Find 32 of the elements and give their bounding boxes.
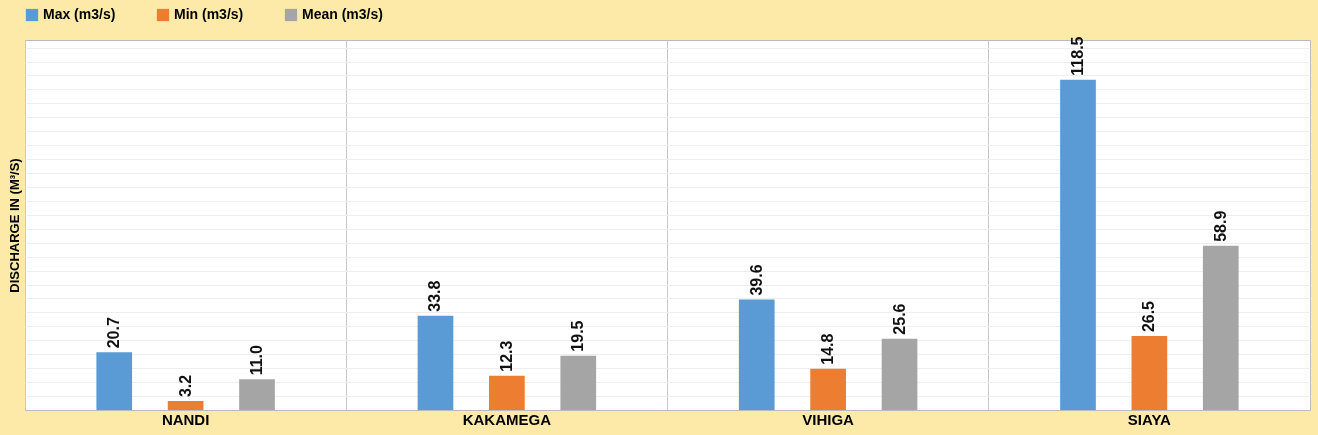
data-label: 58.9 bbox=[1211, 210, 1229, 242]
legend-label: Mean (m3/s) bbox=[302, 6, 383, 22]
x-tick-label: KAKAMEGA bbox=[462, 410, 552, 428]
bar bbox=[239, 379, 275, 410]
bar bbox=[810, 368, 846, 410]
bar bbox=[417, 315, 454, 410]
data-label: 14.8 bbox=[819, 333, 837, 365]
legend-label: Min (m3/s) bbox=[174, 6, 244, 22]
x-tick-label: VIHIGA bbox=[802, 410, 855, 428]
data-label: 26.5 bbox=[1140, 300, 1158, 333]
data-label: 20.7 bbox=[105, 317, 123, 349]
bar bbox=[96, 352, 133, 410]
bar bbox=[489, 375, 525, 410]
data-label: 12.3 bbox=[497, 340, 515, 372]
data-label: 11.0 bbox=[248, 344, 266, 376]
bar bbox=[738, 299, 775, 410]
bar bbox=[1060, 79, 1096, 410]
bar bbox=[881, 338, 918, 410]
bar bbox=[560, 355, 597, 410]
data-label: 3.2 bbox=[176, 374, 194, 398]
data-label: 33.8 bbox=[426, 280, 444, 312]
bar bbox=[1202, 245, 1239, 410]
bar bbox=[1131, 336, 1168, 410]
legend-label: Max (m3/s) bbox=[43, 6, 116, 22]
x-tick-label: NANDI bbox=[161, 410, 210, 428]
data-label: 39.6 bbox=[747, 264, 765, 296]
data-label: 19.5 bbox=[569, 320, 587, 352]
data-label: 25.6 bbox=[890, 303, 908, 335]
bar bbox=[167, 401, 204, 410]
x-tick-label: SIAYA bbox=[1127, 410, 1172, 428]
y-axis-title: DISCHARGE IN (M³/S) bbox=[6, 158, 22, 293]
data-label: 118.5 bbox=[1068, 36, 1086, 76]
